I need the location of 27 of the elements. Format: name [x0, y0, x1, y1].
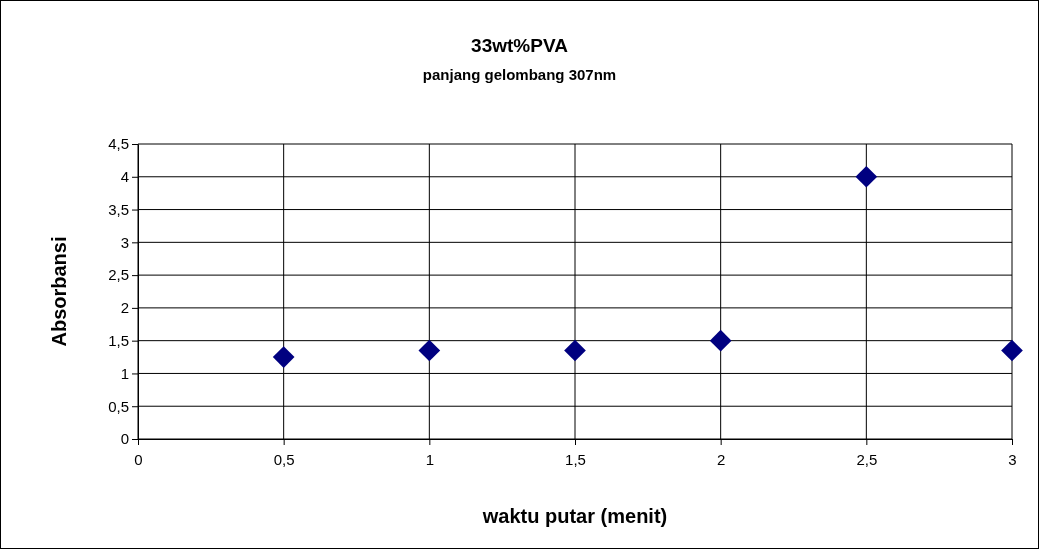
point — [418, 339, 441, 362]
x-axis-title: waktu putar (menit) — [481, 505, 668, 527]
y-tick-label: 4,5 — [108, 135, 129, 153]
x-tick-label: 3 — [1008, 450, 1017, 468]
chart-title: 33wt%PVA — [471, 35, 569, 56]
y-tick-label: 4 — [120, 168, 129, 186]
point — [1001, 339, 1023, 362]
y-tick-label: 1,5 — [108, 331, 129, 349]
y-tick-label: 3,5 — [108, 200, 129, 218]
chart-subtitle: panjang gelombang 307nm — [422, 66, 617, 83]
x-tick-label: 1,5 — [565, 450, 586, 468]
x-tick-label: 1 — [425, 450, 435, 468]
y-axis-title: Absorbansi — [48, 236, 70, 347]
y-tick-label: 2 — [120, 299, 129, 317]
y-tick-label: 3 — [120, 233, 129, 251]
y-tick-label: 2,5 — [108, 266, 129, 284]
point — [272, 346, 295, 368]
x-tick-label: 2,5 — [856, 450, 878, 468]
point — [709, 329, 732, 352]
y-tick-label: 0,5 — [108, 397, 129, 415]
x-tick-label: 2 — [716, 450, 726, 468]
y-tick-label: 1 — [120, 364, 129, 382]
x-tick-label: 0 — [134, 450, 143, 468]
x-tick-label: 0,5 — [273, 450, 295, 468]
point — [855, 165, 878, 188]
point — [564, 339, 586, 362]
y-tick-label: 0 — [120, 430, 129, 448]
